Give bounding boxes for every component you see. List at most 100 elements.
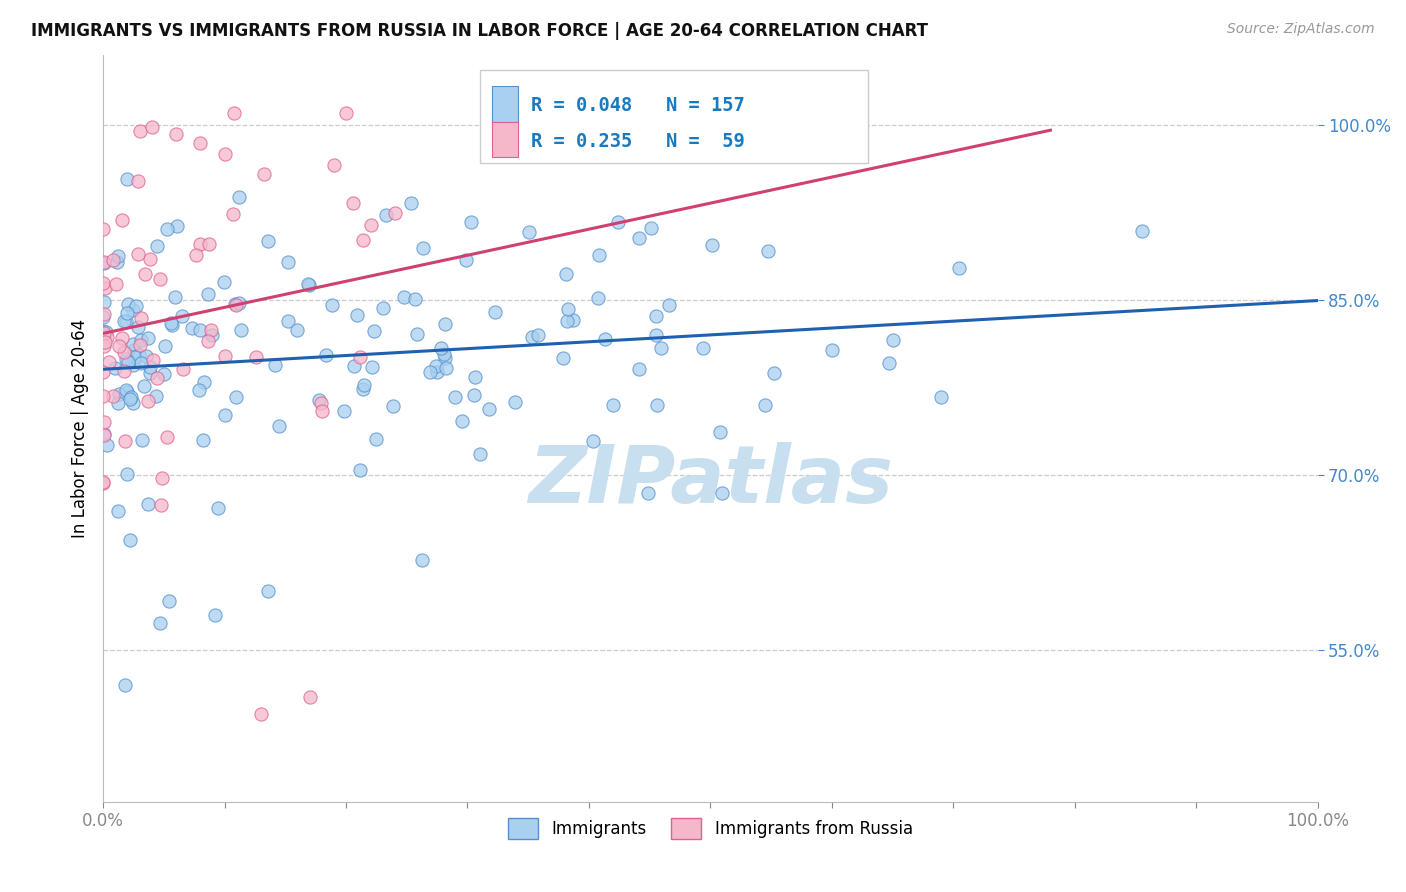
Point — [555, 314, 578, 328]
Point — [250, 707, 273, 722]
Point — [877, 356, 900, 370]
Point — [157, 593, 180, 607]
Point — [627, 231, 650, 245]
Point — [190, 236, 212, 251]
Point — [352, 233, 374, 247]
Point — [136, 497, 159, 511]
Point — [252, 167, 274, 181]
Point — [134, 267, 156, 281]
Point — [120, 390, 142, 404]
Point — [112, 363, 135, 377]
Point — [382, 399, 405, 413]
Point — [101, 389, 124, 403]
Point — [762, 366, 785, 380]
Point — [93, 428, 115, 442]
Point — [153, 339, 176, 353]
Point — [433, 347, 456, 361]
Point — [419, 365, 441, 379]
Point — [191, 433, 214, 447]
Point — [200, 323, 222, 337]
Point — [149, 616, 172, 631]
Point — [650, 341, 672, 355]
Point — [702, 237, 724, 252]
Point — [225, 298, 247, 312]
FancyBboxPatch shape — [492, 121, 519, 157]
Point — [145, 370, 167, 384]
Point — [256, 234, 278, 248]
Point — [184, 248, 207, 262]
Point — [451, 414, 474, 428]
Y-axis label: In Labor Force | Age 20-64: In Labor Force | Age 20-64 — [72, 318, 89, 538]
Point — [505, 395, 527, 409]
Point — [1130, 224, 1153, 238]
Point — [127, 247, 149, 261]
Point — [188, 323, 211, 337]
Point — [91, 221, 114, 235]
Point — [644, 309, 666, 323]
Point — [122, 358, 145, 372]
Point — [118, 392, 141, 406]
Point — [127, 320, 149, 334]
Point — [229, 323, 252, 337]
Point — [142, 353, 165, 368]
Point — [93, 365, 115, 379]
Point — [311, 404, 333, 418]
Point — [602, 398, 624, 412]
Point — [709, 425, 731, 439]
Point — [333, 404, 356, 418]
Point — [277, 255, 299, 269]
Point — [298, 277, 321, 292]
Point — [108, 339, 131, 353]
Point — [346, 308, 368, 322]
Point — [645, 327, 668, 342]
Point — [364, 432, 387, 446]
Point — [129, 310, 152, 325]
Point — [172, 362, 194, 376]
Point — [754, 398, 776, 412]
Point — [711, 486, 734, 500]
Point — [117, 354, 139, 368]
Point — [115, 384, 138, 399]
Point — [204, 608, 226, 623]
Point — [434, 360, 457, 375]
Point — [91, 324, 114, 338]
Point — [228, 190, 250, 204]
Point — [114, 678, 136, 692]
Point — [647, 398, 669, 412]
Point — [180, 320, 202, 334]
FancyBboxPatch shape — [492, 87, 519, 122]
Point — [103, 252, 125, 267]
Point — [115, 383, 138, 397]
Point — [93, 326, 115, 340]
Point — [207, 500, 229, 515]
Point — [517, 225, 540, 239]
Point — [224, 106, 246, 120]
Point — [588, 248, 610, 262]
Point — [264, 358, 287, 372]
Point — [595, 332, 617, 346]
Point — [586, 291, 609, 305]
Point — [111, 213, 134, 227]
Point — [124, 350, 146, 364]
Point — [129, 333, 152, 347]
Point — [139, 360, 162, 375]
Point — [527, 328, 550, 343]
Point — [228, 296, 250, 310]
Point — [371, 301, 394, 316]
Point — [411, 552, 433, 566]
Point — [166, 219, 188, 233]
Point — [122, 343, 145, 357]
Point — [114, 351, 136, 366]
Point — [153, 367, 176, 381]
Point — [193, 375, 215, 389]
Point — [105, 255, 128, 269]
Point — [129, 356, 152, 370]
Point — [484, 305, 506, 319]
Point — [128, 124, 150, 138]
Point — [117, 297, 139, 311]
Point — [555, 267, 578, 281]
Point — [128, 348, 150, 362]
Text: IMMIGRANTS VS IMMIGRANTS FROM RUSSIA IN LABOR FORCE | AGE 20-64 CORRELATION CHAR: IMMIGRANTS VS IMMIGRANTS FROM RUSSIA IN … — [31, 22, 928, 40]
Point — [93, 255, 115, 269]
Point — [125, 300, 148, 314]
